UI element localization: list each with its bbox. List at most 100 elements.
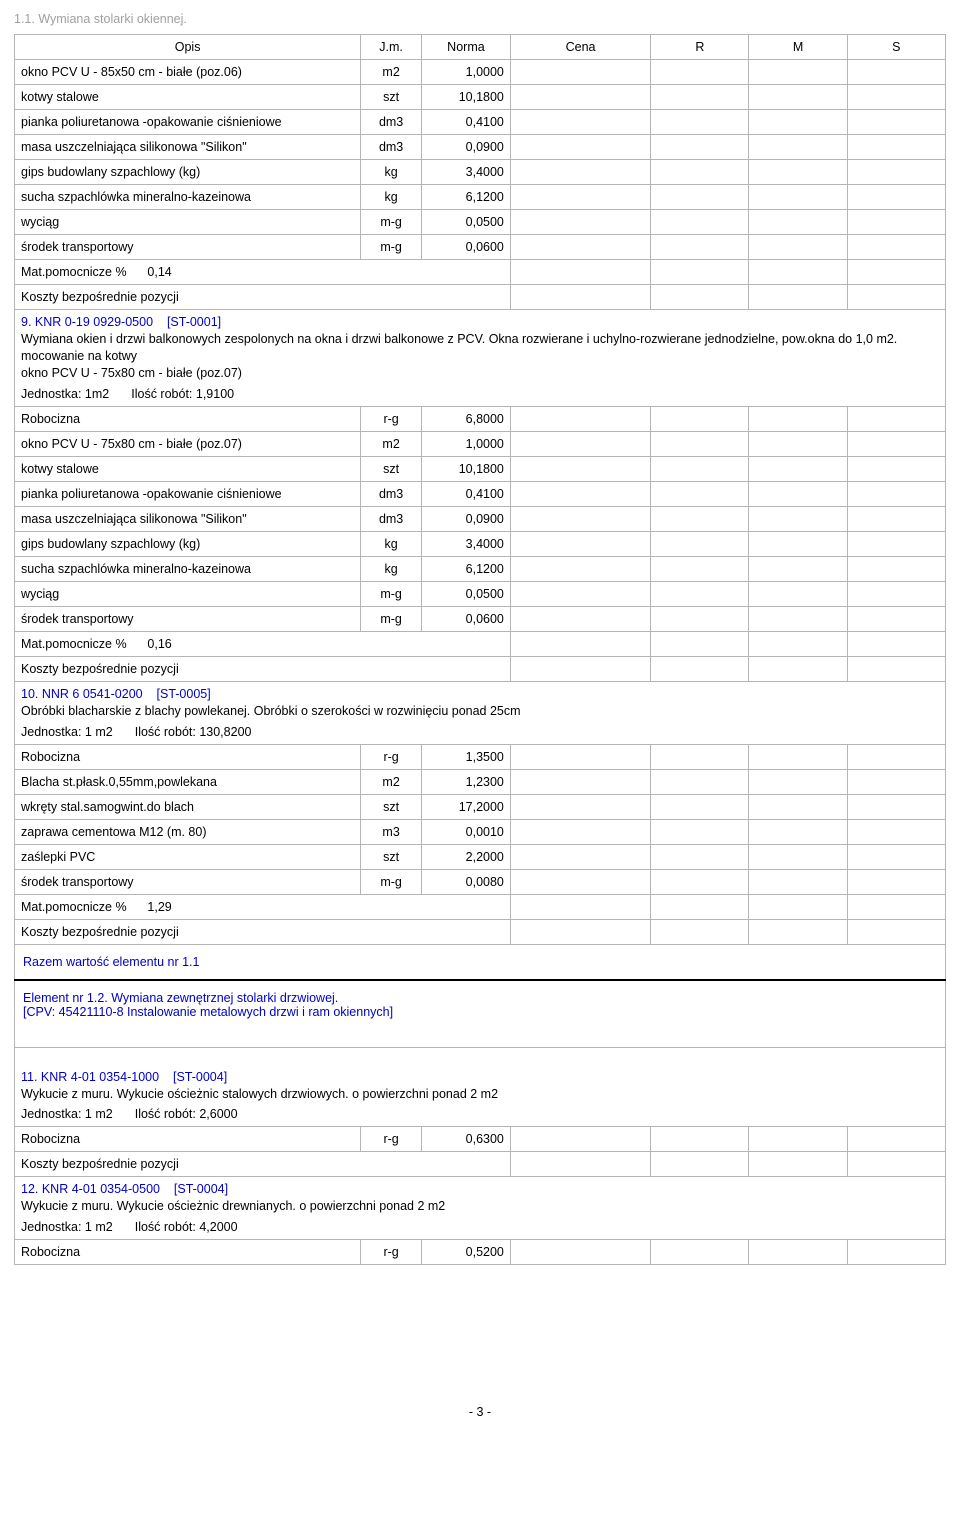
cell-cena xyxy=(510,160,650,185)
mat-pomocnicze-row: Mat.pomocnicze % 0,16 xyxy=(15,631,946,656)
cell-jm: kg xyxy=(361,160,422,185)
section-desc: Obróbki blacharskie z blachy powlekanej.… xyxy=(21,703,939,720)
cell-cena xyxy=(510,110,650,135)
cell-s xyxy=(847,581,945,606)
cell-s xyxy=(847,819,945,844)
cell-m xyxy=(749,210,847,235)
cell-r xyxy=(651,769,749,794)
cell-opis: Robocizna xyxy=(15,1127,361,1152)
cell-s xyxy=(847,606,945,631)
cell-m xyxy=(749,844,847,869)
cell-norma: 6,1200 xyxy=(422,556,511,581)
section-code: 12. KNR 4-01 0354-0500 xyxy=(21,1182,160,1196)
cell-m xyxy=(749,794,847,819)
header-row: Opis J.m. Norma Cena R M S xyxy=(15,35,946,60)
cell-r xyxy=(651,844,749,869)
cell-norma: 0,5200 xyxy=(422,1240,511,1265)
cell-opis: pianka poliuretanowa -opakowanie ciśnien… xyxy=(15,481,361,506)
table-row: wyciągm-g0,0500 xyxy=(15,210,946,235)
cell-r xyxy=(651,819,749,844)
cell-m xyxy=(749,110,847,135)
table-row: wyciągm-g0,0500 xyxy=(15,581,946,606)
cell-jm: r-g xyxy=(361,406,422,431)
cell-jm: m2 xyxy=(361,60,422,85)
cell-cena xyxy=(510,135,650,160)
cell-r xyxy=(651,85,749,110)
cell-norma: 1,3500 xyxy=(422,744,511,769)
section-ilosc: Ilość robót: 130,8200 xyxy=(135,725,252,739)
cell-opis: wyciąg xyxy=(15,581,361,606)
table-row: środek transportowym-g0,0600 xyxy=(15,235,946,260)
cell-norma: 6,1200 xyxy=(422,185,511,210)
cell-s xyxy=(847,794,945,819)
cell-norma: 10,1800 xyxy=(422,456,511,481)
cell-opis: gips budowlany szpachlowy (kg) xyxy=(15,160,361,185)
razem-row: Razem wartość elementu nr 1.1 xyxy=(15,944,946,980)
cell-jm: r-g xyxy=(361,1127,422,1152)
cell-norma: 0,0500 xyxy=(422,210,511,235)
table-row: okno PCV U - 85x50 cm - białe (poz.06)m2… xyxy=(15,60,946,85)
cell-cena xyxy=(510,769,650,794)
mat-pomocnicze-row: Mat.pomocnicze % 0,14 xyxy=(15,260,946,285)
col-opis: Opis xyxy=(15,35,361,60)
cell-m xyxy=(749,235,847,260)
section-ilosc: Ilość robót: 4,2000 xyxy=(135,1220,238,1234)
section-jednostka: Jednostka: 1m2 xyxy=(21,387,109,401)
section-code: 11. KNR 4-01 0354-1000 xyxy=(21,1070,159,1084)
table-row: masa uszczelniająca silikonowa "Silikon"… xyxy=(15,135,946,160)
page-number: - 3 - xyxy=(14,1405,946,1429)
cost-table: Opis J.m. Norma Cena R M S okno PCV U - … xyxy=(14,34,946,1265)
cell-norma: 3,4000 xyxy=(422,160,511,185)
element-12-cell: Element nr 1.2. Wymiana zewnętrznej stol… xyxy=(15,980,946,1048)
cell-opis: kotwy stalowe xyxy=(15,85,361,110)
cell-opis: masa uszczelniająca silikonowa "Silikon" xyxy=(15,506,361,531)
cell-s xyxy=(847,85,945,110)
section-desc: Wykucie z muru. Wykucie ościeżnic drewni… xyxy=(21,1198,939,1215)
cell-r xyxy=(651,210,749,235)
cell-jm: m-g xyxy=(361,210,422,235)
cell-norma: 0,6300 xyxy=(422,1127,511,1152)
cell-r xyxy=(651,456,749,481)
cell-opis: gips budowlany szpachlowy (kg) xyxy=(15,531,361,556)
cell-r xyxy=(651,406,749,431)
cell-s xyxy=(847,406,945,431)
cell-norma: 6,8000 xyxy=(422,406,511,431)
cell-cena xyxy=(510,844,650,869)
col-m: M xyxy=(749,35,847,60)
section-header-cell: 12. KNR 4-01 0354-0500 [ST-0004]Wykucie … xyxy=(15,1177,946,1240)
cell-opis: Robocizna xyxy=(15,744,361,769)
section-meta: Jednostka: 1 m2Ilość robót: 4,2000 xyxy=(21,1220,939,1234)
cell-jm: kg xyxy=(361,185,422,210)
cell-r xyxy=(651,744,749,769)
cell-r xyxy=(651,431,749,456)
table-row: środek transportowym-g0,0600 xyxy=(15,606,946,631)
table-row: Robociznar-g0,5200 xyxy=(15,1240,946,1265)
cell-jm: r-g xyxy=(361,744,422,769)
section-title: 11. KNR 4-01 0354-1000 [ST-0004] xyxy=(21,1070,939,1084)
section-jednostka: Jednostka: 1 m2 xyxy=(21,1107,113,1121)
cell-r xyxy=(651,1240,749,1265)
section-title: 10. NNR 6 0541-0200 [ST-0005] xyxy=(21,687,939,701)
cell-norma: 3,4000 xyxy=(422,531,511,556)
cell-m xyxy=(749,581,847,606)
cell-s xyxy=(847,1127,945,1152)
cell-norma: 17,2000 xyxy=(422,794,511,819)
cell-norma: 2,2000 xyxy=(422,844,511,869)
cell-r xyxy=(651,794,749,819)
cell-jm: dm3 xyxy=(361,135,422,160)
cell-cena xyxy=(510,185,650,210)
cell-cena xyxy=(510,210,650,235)
cell-norma: 10,1800 xyxy=(422,85,511,110)
cell-jm: szt xyxy=(361,456,422,481)
table-body: okno PCV U - 85x50 cm - białe (poz.06)m2… xyxy=(15,60,946,1265)
section-st: [ST-0001] xyxy=(167,315,221,329)
section-header-cell: 10. NNR 6 0541-0200 [ST-0005] Obróbki bla… xyxy=(15,681,946,744)
cell-s xyxy=(847,769,945,794)
cell-r xyxy=(651,110,749,135)
cell-r xyxy=(651,556,749,581)
cell-norma: 0,0600 xyxy=(422,235,511,260)
cell-s xyxy=(847,844,945,869)
cell-cena xyxy=(510,744,650,769)
cell-opis: środek transportowy xyxy=(15,235,361,260)
cell-opis: sucha szpachlówka mineralno-kazeinowa xyxy=(15,556,361,581)
